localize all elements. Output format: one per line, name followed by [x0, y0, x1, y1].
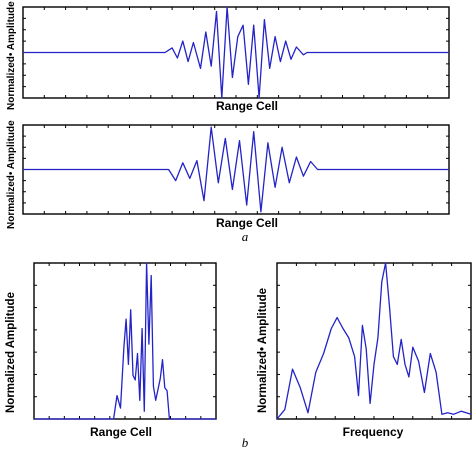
chart-b-right-xlabel: Frequency	[343, 425, 404, 439]
chart-b-right: Frequency Normalized• Amplitude	[257, 262, 472, 439]
chart-b-left-ylabel: Normalized Amplitude	[5, 292, 17, 413]
chart-b-right-series-line	[276, 262, 472, 420]
chart-a-top-series-line	[23, 6, 449, 99]
chart-b-right-ylabel: Normalized• Amplitude	[257, 288, 269, 413]
chart-a-bottom: Range Cell Normalized• Amplitude	[6, 120, 450, 230]
chart-a-bottom-ylabel: Normalized• Amplitude	[6, 120, 17, 229]
panel-label-b: b	[242, 435, 249, 450]
chart-a-top-ylabel: Normalized• Amplitude	[6, 1, 17, 110]
chart-b-left: Range Cell Normalized Amplitude	[5, 262, 217, 439]
chart-b-right-frame	[276, 262, 472, 420]
chart-a-bottom-xlabel: Range Cell	[216, 216, 278, 230]
chart-b-left-series-line	[34, 262, 216, 420]
chart-a-bottom-series-line	[23, 126, 449, 213]
chart-a-top-xlabel: Range Cell	[216, 99, 278, 113]
chart-b-left-xlabel: Range Cell	[90, 425, 152, 439]
chart-a-top: Range Cell Normalized• Amplitude	[6, 1, 450, 113]
panel-label-a: a	[242, 229, 249, 244]
